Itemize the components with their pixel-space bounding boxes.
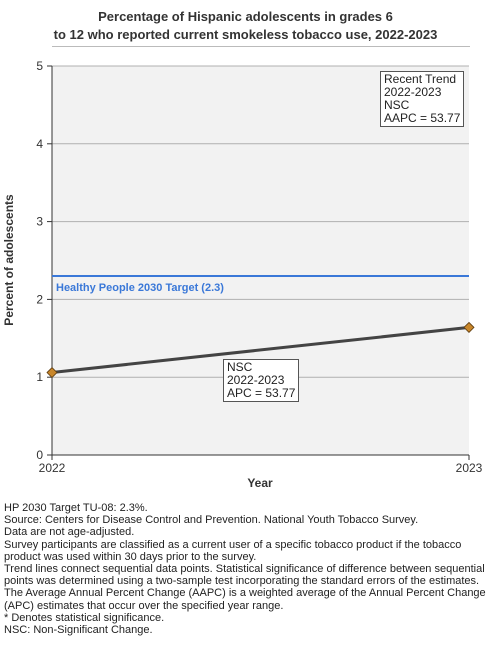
- y-tick-label: 4: [36, 137, 43, 151]
- x-axis-label: Year: [247, 476, 273, 490]
- footnotes: HP 2030 Target TU-08: 2.3%. Source: Cent…: [4, 502, 489, 636]
- y-tick-label: 5: [36, 59, 43, 73]
- footnote: * Denotes statistical significance.: [4, 611, 165, 624]
- title-divider: [52, 46, 470, 47]
- footnote: Source: Centers for Disease Control and …: [4, 514, 419, 527]
- footnote: Data are not age-adjusted.: [4, 526, 135, 539]
- segment-line-1: NSC: [227, 360, 253, 374]
- series-line: [51, 325, 470, 375]
- recent-trend-line-1: Recent Trend: [384, 72, 457, 86]
- footnote: Trend lines connect sequential data poin…: [4, 563, 485, 588]
- footnote: HP 2030 Target TU-08: 2.3%.: [4, 502, 148, 514]
- recent-trend-line-4: AAPC = 53.77: [384, 111, 461, 125]
- segment-line-3: APC = 53.77: [227, 386, 296, 400]
- chart-title: Percentage of Hispanic adolescents in gr…: [0, 8, 491, 44]
- x-tick-label: 2022: [39, 461, 66, 475]
- recent-trend-line-2: 2022-2023: [384, 85, 442, 99]
- data-point: [463, 321, 475, 333]
- y-tick-label: 2: [36, 292, 43, 306]
- footnote: Survey participants are classified as a …: [4, 538, 462, 563]
- y-tick-label: 3: [36, 215, 43, 229]
- segment-annotation: NSC 2022-2023 APC = 53.77: [223, 359, 300, 402]
- data-point: [46, 366, 58, 379]
- footnote: The Average Annual Percent Change (AAPC)…: [4, 587, 486, 612]
- y-axis-label: Percent of adolescents: [2, 194, 16, 326]
- chart-title-line-1: Percentage of Hispanic adolescents in gr…: [98, 9, 393, 24]
- chart-title-line-2: to 12 who reported current smokeless tob…: [53, 27, 438, 42]
- y-tick-label: 0: [36, 448, 43, 462]
- recent-trend-annotation: Recent Trend 2022-2023 NSC AAPC = 53.77: [380, 71, 465, 127]
- footnote: NSC: Non-Significant Change.: [4, 624, 153, 637]
- segment-line-2: 2022-2023: [227, 373, 285, 387]
- target-label: Healthy People 2030 Target (2.3): [56, 282, 224, 294]
- y-tick-label: 1: [36, 370, 43, 384]
- recent-trend-line-3: NSC: [384, 98, 410, 112]
- x-tick-label: 2023: [456, 461, 483, 475]
